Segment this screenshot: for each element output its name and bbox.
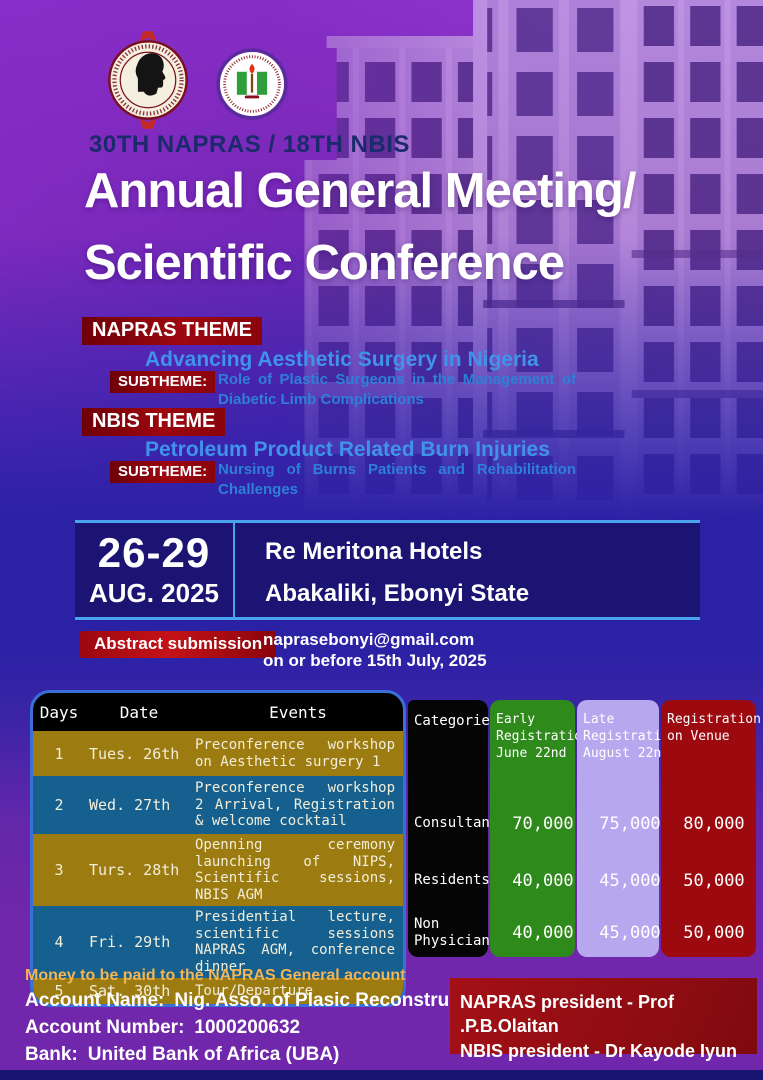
fees-value: 50,000 <box>683 870 745 891</box>
schedule-row-3: 3 Turs. 28th Openning ceremony launching… <box>33 834 403 907</box>
fees-early-column: Early Registration June 22nd 70,000 40,0… <box>490 700 590 957</box>
schedule-events: Openning ceremony launching of NIPS, Sci… <box>195 837 395 903</box>
fees-venue-column: Registration on Venue 80,000 50,000 50,0… <box>661 700 761 957</box>
napras-subtheme-text: Role of Plastic Surgeons in the Manageme… <box>218 371 576 409</box>
fees-category: Residents <box>414 871 490 888</box>
bank-label: Bank: <box>25 1044 78 1065</box>
fees-value: 40,000 <box>512 923 574 943</box>
schedule-events: Preconference workshop on Aesthetic surg… <box>195 736 395 770</box>
schedule-row-5: 5 Sat. 30th Tour/Departure <box>33 978 403 1005</box>
schedule-events: Tour/Departure <box>195 982 314 999</box>
schedule-row-4: 4 Fri. 29th Presidential lecture, scient… <box>33 906 403 979</box>
fees-value: 70,000 <box>512 813 574 834</box>
fees-value: 40,000 <box>512 870 574 891</box>
napras-theme-badge: NAPRAS THEME <box>82 317 263 345</box>
abstract-deadline: on or before 15th July, 2025 <box>263 651 487 671</box>
date-month-year: AUG. 2025 <box>88 577 220 608</box>
schedule-row-1: 1 Tues. 26th Preconference workshop on A… <box>33 731 403 776</box>
fees-header-venue: Registration on Venue <box>667 712 761 744</box>
napras-subtheme-badge: SUBTHEME: <box>110 371 216 393</box>
fees-value: 45,000 <box>599 870 661 891</box>
fees-category: Non Physicians <box>414 915 499 950</box>
schedule-day: 2 <box>54 796 64 814</box>
schedule-header-date: Date <box>119 702 159 722</box>
fees-header-categories: Categories <box>414 713 499 729</box>
presidents-box: NAPRAS president - Prof .P.B.Olaitan NBI… <box>450 978 757 1061</box>
schedule-row-2: 2 Wed. 27th Preconference workshop 2 Arr… <box>33 776 403 834</box>
account-number-line: Account Number: 1000200632 <box>25 1017 495 1039</box>
schedule-events: Preconference workshop 2 Arrival, Regist… <box>195 780 395 830</box>
schedule-day: 1 <box>54 744 64 763</box>
account-name-value: Nig. Asso. of Plasic Reconstruction <box>174 990 495 1011</box>
nbis-president-line: NBIS president - Dr Kayode Iyun <box>460 1040 738 1061</box>
fees-category: Consultants <box>414 814 507 831</box>
registration-fees-table: Categories Consultants Residents Non Phy… <box>408 700 761 957</box>
schedule-date: Turs. 28th <box>89 861 180 880</box>
abstract-submission-badge: Abstract submission <box>80 631 277 658</box>
napras-logo <box>108 31 188 129</box>
schedule-day: 5 <box>54 982 64 1001</box>
hero-section <box>0 0 763 520</box>
main-title-line1: Annual General Meeting/ <box>84 164 636 218</box>
schedule-date: Fri. 29th <box>89 933 171 952</box>
venue-name: Re Meritona Hotels <box>265 538 483 565</box>
fees-value: 45,000 <box>599 923 661 943</box>
account-name-line: Account Name: Nig. Asso. of Plasic Recons… <box>25 990 495 1012</box>
napras-president-line: NAPRAS president - Prof .P.B.Olaitan <box>460 992 675 1037</box>
venue-location: Abakaliki, Ebonyi State <box>265 580 530 607</box>
fees-value: 50,000 <box>683 923 745 943</box>
fees-value: 75,000 <box>599 813 661 834</box>
schedule-date: Wed. 27th <box>89 796 171 814</box>
schedule-header-days: Days <box>39 702 79 722</box>
schedule-header-row: Days Date Events <box>33 693 403 731</box>
fees-late-column: Late Registration August 22nd 75,000 45,… <box>577 700 677 957</box>
date-range: 26-29 <box>97 529 211 577</box>
schedule-date: Tues. 26th <box>89 744 180 763</box>
schedule-table: Days Date Events 1 Tues. 26th Preconfere… <box>30 690 406 1008</box>
abstract-submission-details: naprasebonyi@gmail.com on or before 15th… <box>263 629 487 672</box>
schedule-day: 4 <box>54 933 64 952</box>
account-number-value: 1000200632 <box>194 1017 301 1038</box>
fees-header-early: Early Registration June 22nd <box>496 712 590 761</box>
bottom-navy-strip <box>0 1070 763 1080</box>
abstract-email: naprasebonyi@gmail.com <box>263 630 475 649</box>
nbis-theme-badge: NBIS THEME <box>82 408 226 436</box>
nbis-subtheme-text: Nursing of Burns Patients and Rehabilita… <box>218 461 576 499</box>
fees-header-late: Late Registration August 22nd <box>583 712 677 761</box>
account-number-label: Account Number: <box>25 1017 185 1038</box>
schedule-header-events: Events <box>269 702 327 722</box>
payment-details: Money to be paid to the NAPRAS General a… <box>25 967 495 1066</box>
bank-line: Bank: United Bank of Africa (UBA) <box>25 1044 495 1066</box>
date-block: 26-29 AUG. 2025 <box>75 523 235 617</box>
nbis-subtheme-badge: SUBTHEME: <box>110 461 216 483</box>
schedule-events: Presidential lecture, scientific session… <box>195 909 395 975</box>
bank-value: United Bank of Africa (UBA) <box>87 1044 340 1065</box>
payment-note: Money to be paid to the NAPRAS General a… <box>25 967 406 984</box>
date-venue-bar: 26-29 AUG. 2025 Re Meritona Hotels Abaka… <box>75 520 700 620</box>
account-name-label: Account Name: <box>25 990 165 1011</box>
venue-block: Re Meritona Hotels Abakaliki, Ebonyi Sta… <box>235 523 700 617</box>
nbis-logo <box>216 48 288 120</box>
schedule-date: Sat. 30th <box>89 982 171 1001</box>
nbis-theme-text: Petroleum Product Related Burn Injuries <box>145 438 550 461</box>
fees-value: 80,000 <box>683 813 745 834</box>
fees-categories-column: Categories Consultants Residents Non Phy… <box>408 700 507 957</box>
napras-theme-text: Advancing Aesthetic Surgery in Nigeria <box>145 348 539 371</box>
edition-line: 30TH NAPRAS / 18TH NBIS <box>89 131 410 158</box>
schedule-day: 3 <box>54 861 64 880</box>
main-title-line2: Scientific Conference <box>84 236 565 290</box>
